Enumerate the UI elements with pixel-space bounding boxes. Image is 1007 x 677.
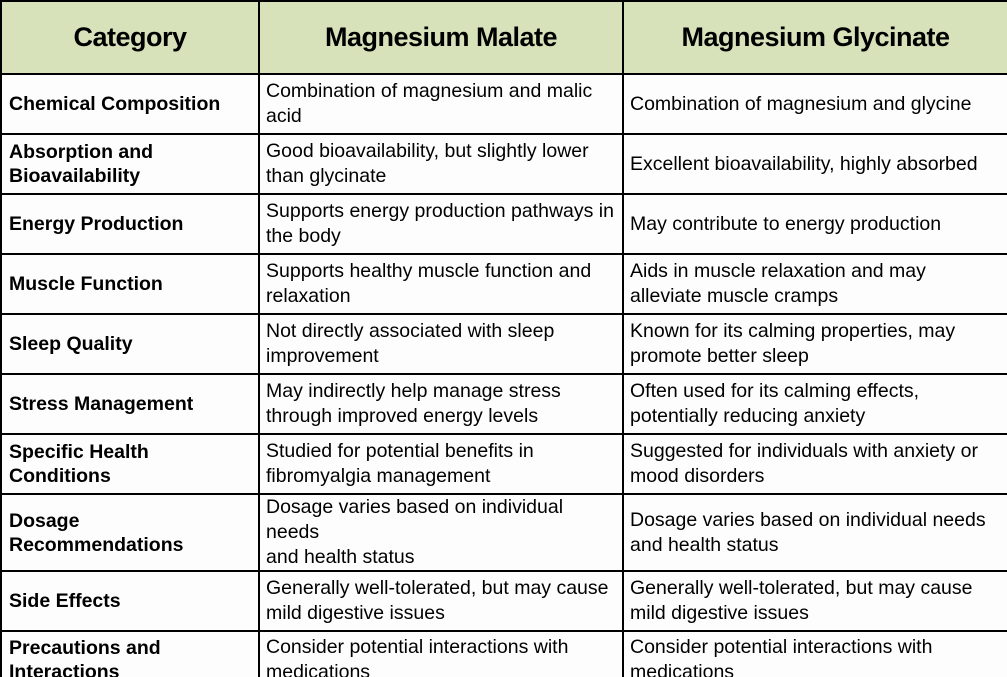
malate-cell: Supports energy production pathways in t… [258,193,624,255]
malate-cell: Good bioavailability, but slightly lower… [258,133,624,195]
malate-cell: Consider potential interactions with med… [258,630,624,677]
malate-cell: Combination of magnesium and malic acid [258,73,624,135]
glycinate-cell: Aids in muscle relaxation and may allevi… [622,253,1007,315]
column-header-magnesium-malate: Magnesium Malate [258,0,624,75]
glycinate-cell: May contribute to energy production [622,193,1007,255]
glycinate-cell: Suggested for individuals with anxiety o… [622,433,1007,495]
category-cell: Dosage Recommendations [0,493,260,572]
malate-cell: Not directly associated with sleep impro… [258,313,624,375]
malate-cell: Generally well-tolerated, but may cause … [258,570,624,632]
malate-cell: Supports healthy muscle function and rel… [258,253,624,315]
category-cell: Energy Production [0,193,260,255]
column-header-category: Category [0,0,260,75]
glycinate-cell: Excellent bioavailability, highly absorb… [622,133,1007,195]
glycinate-cell: Dosage varies based on individual needs … [622,493,1007,572]
category-cell: Side Effects [0,570,260,632]
table-row: Chemical Composition Combination of magn… [0,73,1007,135]
category-cell: Specific Health Conditions [0,433,260,495]
malate-cell: May indirectly help manage stress throug… [258,373,624,435]
glycinate-cell: Known for its calming properties, may pr… [622,313,1007,375]
table-row: Muscle Function Supports healthy muscle … [0,253,1007,315]
category-cell: Chemical Composition [0,73,260,135]
table-header: Category Magnesium Malate Magnesium Glyc… [0,0,1007,75]
malate-cell: Dosage varies based on individual needs … [258,493,624,572]
category-cell: Absorption and Bioavailability [0,133,260,195]
glycinate-cell: Combination of magnesium and glycine [622,73,1007,135]
table-row: Energy Production Supports energy produc… [0,193,1007,255]
table-row: Precautions and Interactions Consider po… [0,630,1007,677]
table-row: Dosage Recommendations Dosage varies bas… [0,493,1007,572]
table-row: Stress Management May indirectly help ma… [0,373,1007,435]
category-cell: Muscle Function [0,253,260,315]
glycinate-cell: Consider potential interactions with med… [622,630,1007,677]
category-cell: Sleep Quality [0,313,260,375]
category-cell: Precautions and Interactions [0,630,260,677]
header-row: Category Magnesium Malate Magnesium Glyc… [0,0,1007,75]
table-row: Sleep Quality Not directly associated wi… [0,313,1007,375]
table-body: Chemical Composition Combination of magn… [0,73,1007,677]
glycinate-cell: Often used for its calming effects, pote… [622,373,1007,435]
table-row: Absorption and Bioavailability Good bioa… [0,133,1007,195]
glycinate-cell: Generally well-tolerated, but may cause … [622,570,1007,632]
table-row: Side Effects Generally well-tolerated, b… [0,570,1007,632]
column-header-magnesium-glycinate: Magnesium Glycinate [622,0,1007,75]
category-cell: Stress Management [0,373,260,435]
table-row: Specific Health Conditions Studied for p… [0,433,1007,495]
malate-cell: Studied for potential benefits in fibrom… [258,433,624,495]
